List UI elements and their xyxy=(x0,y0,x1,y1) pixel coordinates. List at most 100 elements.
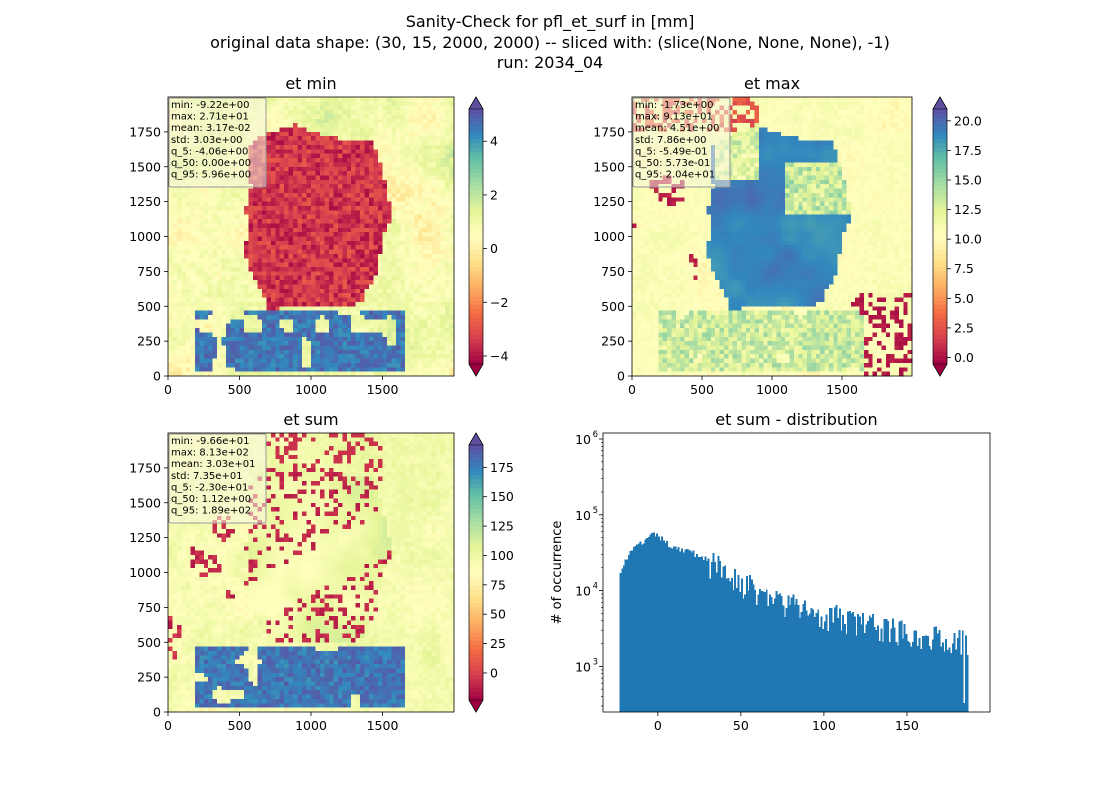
heatmap-cell xyxy=(400,219,406,224)
heatmap-cell xyxy=(386,171,392,176)
heatmap-cell xyxy=(400,336,406,342)
heatmap-cell xyxy=(176,310,182,316)
heatmap-cell xyxy=(369,188,374,194)
heatmap-cell xyxy=(279,258,285,264)
heatmap-cell xyxy=(199,306,205,312)
heatmap-cell xyxy=(293,354,298,359)
heatmap-cell xyxy=(270,258,276,264)
heatmap-cell xyxy=(667,284,672,290)
heatmap-cell xyxy=(409,310,415,316)
heatmap-cell xyxy=(422,184,428,189)
heatmap-cell xyxy=(378,262,383,268)
heatmap-cell xyxy=(382,97,388,102)
heatmap-cell xyxy=(181,332,187,338)
heatmap-cell xyxy=(319,162,325,168)
heatmap-cell xyxy=(645,367,650,373)
heatmap-cell xyxy=(337,293,343,298)
heatmap-cell xyxy=(436,310,441,316)
heatmap-cell xyxy=(346,110,352,115)
heatmap-cell xyxy=(257,240,263,246)
heatmap-cell xyxy=(252,310,258,316)
heatmap-cell xyxy=(373,149,379,155)
heatmap-cell xyxy=(288,101,294,107)
heatmap-cell xyxy=(658,341,664,346)
heatmap-cell xyxy=(445,171,450,176)
heatmap-cell xyxy=(333,114,339,120)
heatmap-cell xyxy=(632,371,637,377)
heatmap-cell xyxy=(649,249,655,255)
heatmap-cell xyxy=(658,253,664,259)
heatmap-cell xyxy=(297,253,303,259)
heatmap-cell xyxy=(172,362,178,368)
heatmap-cell xyxy=(226,284,231,290)
heatmap-cell xyxy=(288,175,294,181)
heatmap-cell xyxy=(671,288,677,294)
heatmap-cell xyxy=(266,267,272,272)
heatmap-cell xyxy=(449,271,455,277)
heatmap-cell xyxy=(653,297,659,303)
heatmap-cell xyxy=(302,253,307,259)
heatmap-cell xyxy=(315,358,321,364)
heatmap-cell xyxy=(360,280,366,285)
heatmap-cell xyxy=(667,323,672,329)
heatmap-cell xyxy=(185,314,191,320)
heatmap-cell xyxy=(266,371,272,377)
heatmap-cell xyxy=(413,171,419,176)
heatmap-cell xyxy=(270,227,276,233)
heatmap-cell xyxy=(302,306,307,312)
heatmap-cell xyxy=(431,288,437,294)
heatmap-cell xyxy=(328,184,334,189)
heatmap-cell xyxy=(395,332,401,338)
heatmap-cell xyxy=(671,192,677,198)
heatmap-cell xyxy=(342,101,348,107)
heatmap-cell xyxy=(252,236,258,242)
heatmap-cell xyxy=(436,245,441,250)
heatmap-cell xyxy=(293,275,298,281)
heatmap-cell xyxy=(328,362,334,368)
heatmap-cell xyxy=(288,184,294,189)
colorbar-segment xyxy=(469,321,483,327)
heatmap-cell xyxy=(636,219,642,224)
heatmap-cell xyxy=(422,97,428,102)
heatmap-cell xyxy=(315,188,321,194)
heatmap-cell xyxy=(315,153,321,159)
heatmap-cell xyxy=(297,341,303,346)
heatmap-cell xyxy=(181,275,187,281)
heatmap-cell xyxy=(346,314,352,320)
heatmap-cell xyxy=(270,153,276,159)
heatmap-cell xyxy=(221,249,227,255)
heatmap-cell xyxy=(328,166,334,172)
heatmap-cell xyxy=(391,284,397,290)
heatmap-cell xyxy=(279,140,285,146)
heatmap-cell xyxy=(355,101,361,107)
heatmap-cell xyxy=(645,245,650,250)
heatmap-cell xyxy=(355,267,361,272)
heatmap-cell xyxy=(293,136,298,141)
heatmap-cell xyxy=(284,253,290,259)
heatmap-cell xyxy=(413,166,419,172)
heatmap-cell xyxy=(306,114,312,120)
heatmap-cell xyxy=(199,358,205,364)
heatmap-cell xyxy=(378,118,383,124)
heatmap-cell xyxy=(333,349,339,355)
heatmap-cell xyxy=(266,131,272,137)
heatmap-cell xyxy=(226,197,231,203)
heatmap-cell xyxy=(440,288,446,294)
heatmap-cell xyxy=(319,110,325,115)
heatmap-cell xyxy=(288,249,294,255)
heatmap-cell xyxy=(378,319,383,325)
heatmap-cell xyxy=(279,219,285,224)
heatmap-cell xyxy=(431,171,437,176)
heatmap-cell xyxy=(252,205,258,211)
heatmap-cell xyxy=(239,319,245,325)
heatmap-cell xyxy=(319,188,325,194)
heatmap-cell xyxy=(284,162,290,168)
heatmap-cell xyxy=(342,175,348,181)
heatmap-cell xyxy=(293,205,298,211)
heatmap-cell xyxy=(302,179,307,185)
heatmap-cell xyxy=(391,158,397,163)
heatmap-cell xyxy=(270,205,276,211)
heatmap-cell xyxy=(378,271,383,277)
heatmap-cell xyxy=(230,214,236,220)
colorbar-segment xyxy=(469,262,483,267)
